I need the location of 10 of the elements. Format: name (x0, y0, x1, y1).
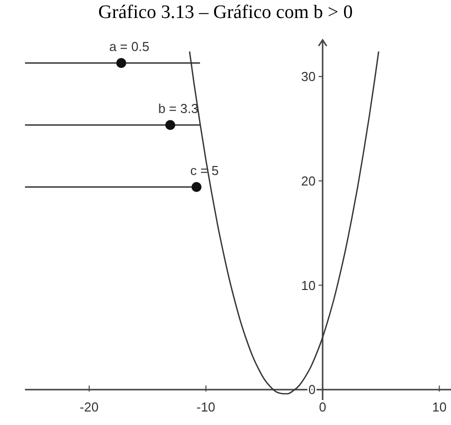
annotation: c = 5 (190, 163, 219, 178)
y-tick-label: 20 (301, 173, 316, 188)
x-tick-label: 10 (432, 400, 447, 415)
x-tick-label: 0 (319, 400, 326, 415)
y-tick-label: 10 (301, 278, 316, 293)
x-tick-label: -10 (196, 400, 216, 415)
x-tick-label: -20 (80, 400, 99, 415)
annotation: a = 0.5 (109, 39, 150, 54)
chart-title: Gráfico 3.13 – Gráfico com b > 0 (98, 2, 353, 23)
y-tick-label: 30 (301, 69, 316, 84)
